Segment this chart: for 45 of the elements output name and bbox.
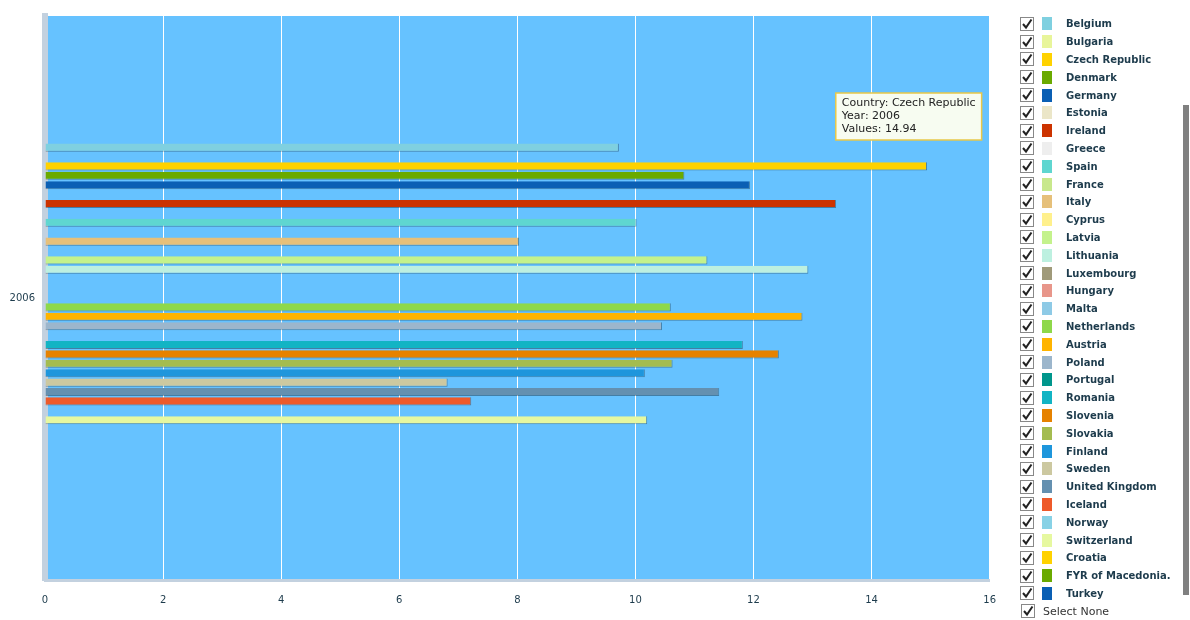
legend-label: Malta — [1066, 303, 1098, 315]
legend-label: Switzerland — [1066, 534, 1133, 546]
legend-label: Sweden — [1066, 463, 1111, 475]
legend-label: Lithuania — [1066, 249, 1119, 261]
legend-label: Poland — [1066, 356, 1105, 368]
legend-label: Cyprus — [1066, 214, 1106, 226]
x-tick-label: 6 — [396, 593, 403, 605]
legend-label: Italy — [1066, 196, 1092, 208]
legend-label: Iceland — [1066, 498, 1107, 510]
legend-label: Norway — [1066, 516, 1109, 528]
text: Select None — [1043, 604, 1110, 618]
legend-label: Slovenia — [1066, 409, 1115, 421]
legend-label: Denmark — [1066, 71, 1117, 83]
legend-label: Hungary — [1066, 285, 1114, 297]
legend-label: Turkey — [1066, 587, 1104, 599]
x-tick-label: 16 — [983, 593, 996, 605]
legend-label: United Kingdom — [1066, 481, 1157, 493]
legend-label: Latvia — [1066, 231, 1101, 243]
legend-label: Bulgaria — [1066, 36, 1114, 48]
x-tick-label: 8 — [514, 593, 521, 605]
legend-label: Austria — [1066, 338, 1107, 350]
x-tick-label: 12 — [747, 593, 760, 605]
y-tick-label: 2006 — [9, 291, 35, 303]
legend-label: Finland — [1066, 445, 1108, 457]
legend-label: FYR of Macedonia. — [1066, 570, 1171, 582]
legend-label: Netherlands — [1066, 320, 1136, 332]
legend-label: Germany — [1066, 89, 1117, 101]
legend-label: Ireland — [1066, 125, 1106, 137]
x-tick-label: 14 — [865, 593, 878, 605]
legend-label: Portugal — [1066, 374, 1115, 386]
legend-label: Spain — [1066, 160, 1098, 172]
legend-label: Luxembourg — [1066, 267, 1137, 279]
legend-label: Romania — [1066, 392, 1116, 404]
x-tick-label: 2 — [159, 593, 167, 605]
legend-label: Greece — [1066, 142, 1106, 154]
legend-label: Czech Republic — [1066, 53, 1152, 65]
legend-label: Slovakia — [1066, 427, 1114, 439]
x-tick-label: 4 — [277, 593, 285, 605]
x-tick-label: 10 — [629, 593, 642, 605]
legend-label: Croatia — [1066, 552, 1107, 564]
legend-label: France — [1066, 178, 1104, 190]
x-tick-label: 0 — [41, 593, 49, 605]
annotation: Country: Czech Republic Year: 2006 Values: 14.94 — [840, 96, 976, 136]
legend-label: Belgium — [1066, 18, 1112, 30]
legend-label: Estonia — [1066, 107, 1108, 119]
